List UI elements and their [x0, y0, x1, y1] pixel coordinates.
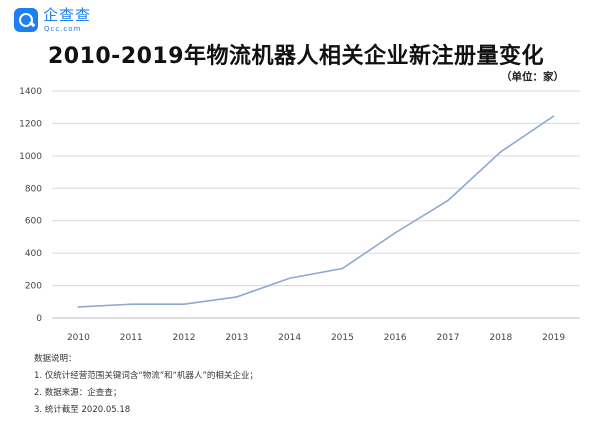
logo-name: 企查查: [43, 6, 92, 24]
x-tick-label: 2011: [120, 333, 143, 343]
x-tick-labels: 2010 2011 2012 2013 2014 2015 2016 2017 2018 2019: [67, 333, 565, 343]
data-point: [500, 151, 502, 153]
x-tick-label: 2019: [542, 333, 565, 343]
logo-domain: Qcc.com: [44, 25, 82, 33]
x-tick-label: 2014: [278, 333, 301, 343]
data-point: [183, 303, 185, 306]
y-tick-label: 400: [25, 249, 42, 259]
note-item-1: 1. 仅统计经营范围关键词含“物流”和“机器人”的相关企业；: [34, 371, 258, 381]
x-tick-label: 2015: [331, 333, 354, 343]
x-tick-label: 2013: [225, 333, 248, 343]
note-item-3: 3. 统计截至 2020.05.18: [34, 405, 131, 415]
data-point: [447, 199, 449, 202]
data-point: [130, 303, 132, 306]
x-tick-label: 2012: [173, 333, 196, 343]
data-notes: 数据说明： 1. 仅统计经营范围关键词含“物流”和“机器人”的相关企业； 2. …: [34, 351, 258, 419]
data-point: [341, 267, 344, 270]
data-point: [77, 306, 80, 308]
y-tick-label: 0: [36, 314, 42, 324]
x-tick-label: 2010: [67, 333, 90, 343]
y-tick-label: 800: [25, 184, 42, 194]
x-tick-label: 2018: [489, 333, 512, 343]
y-tick-label: 1200: [19, 119, 42, 129]
y-tick-label: 200: [25, 282, 42, 292]
x-tick-label: 2016: [384, 333, 407, 343]
magnifier-icon: [14, 8, 38, 32]
y-tick-labels: 0 200 400 600 800 1000 1200 1400: [19, 87, 42, 324]
data-point: [552, 115, 555, 117]
data-point: [236, 296, 238, 298]
series-line: [78, 115, 555, 308]
gridlines: [52, 90, 580, 319]
chart-title: 2010-2019年物流机器人相关企业新注册量变化: [47, 44, 545, 69]
notes-heading: 数据说明：: [34, 354, 77, 364]
series-lines: [77, 115, 555, 308]
note-item-2: 2. 数据来源：企查查；: [34, 388, 122, 398]
unit-label: （单位：家）: [501, 71, 564, 83]
data-point: [394, 232, 397, 234]
y-tick-label: 1000: [19, 152, 42, 162]
qcc-logo: 企查查 Qcc.com: [14, 6, 134, 40]
data-point: [288, 277, 291, 280]
y-tick-label: 600: [25, 217, 42, 227]
y-tick-label: 1400: [19, 87, 42, 97]
x-tick-label: 2017: [437, 333, 460, 343]
